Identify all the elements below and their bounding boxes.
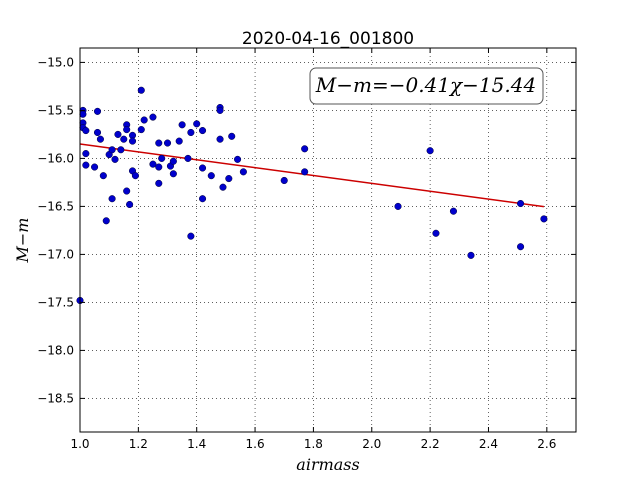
data-point bbox=[301, 145, 309, 153]
y-tick-label: −17.0 bbox=[37, 247, 74, 261]
y-tick-label: −15.0 bbox=[37, 55, 74, 69]
data-point bbox=[467, 251, 475, 259]
data-point bbox=[169, 157, 177, 165]
data-point bbox=[178, 121, 186, 129]
data-point bbox=[123, 187, 131, 195]
data-point bbox=[108, 146, 116, 154]
data-point bbox=[155, 139, 163, 147]
data-point bbox=[149, 113, 157, 121]
x-tick-label: 2.2 bbox=[421, 437, 440, 451]
data-point bbox=[187, 232, 195, 240]
data-point bbox=[131, 172, 139, 180]
y-tick-label: −18.5 bbox=[37, 391, 74, 405]
axis-ticks: 1.0 1.2 1.4 1.6 1.8 2.0 2.2 2.4 2.6 −15.0 −15.5 −16… bbox=[37, 48, 576, 451]
data-point bbox=[114, 130, 122, 138]
y-tick-label: −18.0 bbox=[37, 343, 74, 357]
data-point bbox=[123, 126, 131, 134]
x-tick-label: 1.6 bbox=[246, 437, 265, 451]
data-point bbox=[79, 110, 87, 118]
data-point bbox=[219, 183, 227, 191]
x-tick-label: 2.0 bbox=[362, 437, 381, 451]
data-point bbox=[426, 147, 434, 155]
data-point bbox=[184, 154, 192, 162]
grid bbox=[79, 48, 576, 432]
data-point bbox=[102, 217, 110, 225]
data-point bbox=[111, 155, 119, 163]
data-point bbox=[155, 163, 163, 171]
data-point bbox=[449, 207, 458, 215]
data-point bbox=[239, 168, 247, 176]
data-point bbox=[169, 170, 177, 178]
y-tick-label: −16.0 bbox=[37, 151, 74, 165]
data-point bbox=[137, 86, 145, 94]
x-tick-label: 1.0 bbox=[70, 437, 89, 451]
data-point bbox=[128, 137, 137, 145]
data-point bbox=[216, 106, 224, 114]
data-point bbox=[120, 135, 128, 143]
y-axis-label: M−m bbox=[13, 218, 32, 264]
data-point bbox=[96, 135, 104, 143]
data-point bbox=[394, 202, 402, 210]
data-point bbox=[198, 127, 207, 135]
data-point bbox=[198, 195, 207, 203]
x-axis-label: airmass bbox=[296, 455, 359, 474]
data-points bbox=[76, 86, 548, 305]
data-point bbox=[149, 160, 157, 168]
data-point bbox=[228, 132, 236, 140]
data-point bbox=[93, 107, 102, 115]
data-point bbox=[225, 175, 233, 183]
data-point bbox=[517, 243, 525, 251]
chart-title: 2020-04-16_001800 bbox=[242, 29, 414, 49]
data-point bbox=[234, 155, 242, 163]
data-point bbox=[155, 179, 163, 187]
y-tick-label: −17.5 bbox=[37, 295, 74, 309]
data-point bbox=[187, 128, 195, 137]
data-point bbox=[82, 161, 90, 169]
plot-area-frame bbox=[79, 47, 577, 433]
data-point bbox=[93, 128, 102, 137]
fit-equation: M−m=−0.41χ−15.44 bbox=[315, 73, 536, 97]
data-point bbox=[540, 215, 548, 223]
x-tick-label: 1.2 bbox=[129, 437, 148, 451]
fit-line-group bbox=[79, 143, 545, 208]
data-point bbox=[207, 172, 215, 180]
data-point bbox=[301, 168, 309, 176]
y-tick-label: −15.5 bbox=[37, 103, 74, 117]
data-point bbox=[99, 172, 107, 180]
data-point bbox=[517, 199, 525, 208]
data-point bbox=[193, 120, 201, 128]
data-point bbox=[175, 137, 183, 145]
data-point bbox=[280, 176, 288, 185]
data-point bbox=[126, 200, 134, 209]
annotation-box bbox=[309, 67, 544, 105]
data-point bbox=[216, 135, 224, 143]
data-point bbox=[82, 150, 90, 158]
data-point bbox=[82, 127, 90, 135]
fit-equation-box: M−m=−0.41χ−15.44 bbox=[309, 67, 544, 105]
data-point bbox=[140, 116, 148, 124]
data-point bbox=[432, 229, 440, 237]
fit-line bbox=[79, 143, 545, 208]
data-point bbox=[163, 139, 172, 147]
x-tick-label: 1.4 bbox=[187, 437, 206, 451]
x-tick-label: 1.8 bbox=[304, 437, 323, 451]
data-point bbox=[91, 163, 99, 171]
x-tick-label: 2.6 bbox=[537, 437, 556, 451]
x-tick-label: 2.4 bbox=[479, 437, 498, 451]
data-point bbox=[198, 164, 207, 172]
data-point bbox=[137, 126, 145, 134]
data-point bbox=[117, 146, 125, 154]
data-point bbox=[108, 195, 116, 203]
y-tick-label: −16.5 bbox=[37, 199, 74, 213]
data-point bbox=[158, 154, 166, 162]
